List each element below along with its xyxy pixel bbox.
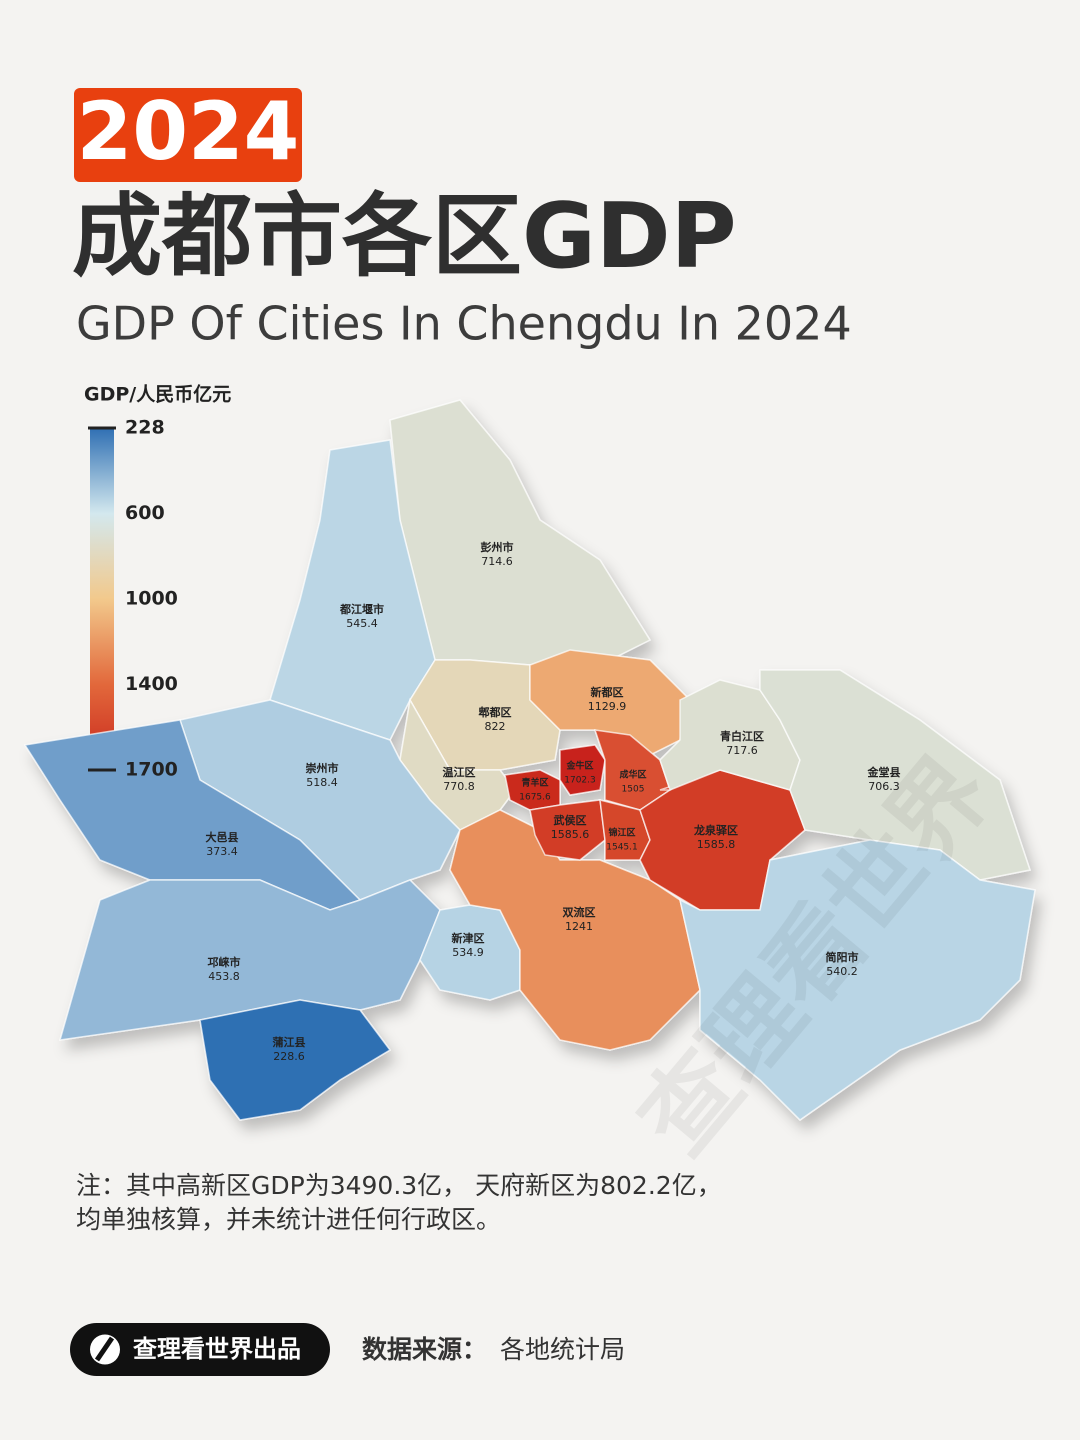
badge: 2024 — [77, 85, 300, 178]
badge-box — [74, 88, 302, 182]
source-label: 数据来源： — [362, 1335, 487, 1364]
region-value: 373.4 — [206, 845, 238, 858]
region-name: 温江区 — [443, 765, 476, 779]
region-value: 1702.3 — [564, 776, 596, 786]
region — [199, 999, 392, 1121]
region-value: 540.2 — [826, 965, 858, 978]
colorbar-tick-label: 1700 — [125, 759, 178, 781]
region-name: 青羊区 — [521, 777, 548, 789]
region-name: 金牛区 — [565, 760, 593, 772]
region-value: 1585.8 — [697, 838, 736, 851]
note-line: 注：其中高新区GDP为3490.3亿， 天府新区为802.2亿， — [76, 1171, 722, 1200]
region-name: 龙泉驿区 — [693, 823, 738, 837]
region-name: 新津区 — [452, 931, 485, 945]
region — [559, 744, 606, 796]
region-value: 706.3 — [868, 780, 900, 793]
source: 各地统计局 — [500, 1335, 625, 1364]
region-value: 228.6 — [273, 1050, 305, 1063]
region-name: 都江堰市 — [339, 602, 384, 616]
region-value: 1585.6 — [551, 828, 590, 841]
region-name: 邛崃市 — [208, 955, 241, 969]
region-value: 545.4 — [346, 617, 378, 630]
subtitle: GDP Of Cities In Chengdu In 2024 — [76, 297, 852, 351]
colorbar-tick-label: 1000 — [125, 588, 178, 610]
region-name: 金堂县 — [867, 765, 901, 779]
brand-pill — [70, 1323, 330, 1376]
region-value: 1129.9 — [588, 700, 627, 713]
region — [529, 799, 606, 861]
region-name: 青白江区 — [720, 729, 764, 743]
region-value: 822 — [485, 720, 506, 733]
colorbar-tick-label: 1400 — [125, 673, 178, 695]
colorbar-tick-label: 228 — [125, 417, 165, 439]
region-value: 518.4 — [306, 776, 338, 789]
region — [389, 399, 652, 666]
region-name: 蒲江县 — [273, 1035, 306, 1049]
region-value: 453.8 — [208, 970, 240, 983]
colorbar-tick-label: 600 — [125, 502, 165, 524]
region-value: 717.6 — [726, 744, 758, 757]
region-name: 郫都区 — [479, 705, 512, 719]
region — [529, 649, 691, 761]
region-name: 成华区 — [619, 769, 646, 781]
region-name: 崇州市 — [306, 761, 339, 775]
map — [23, 399, 1036, 1121]
region-value: 1505 — [622, 785, 645, 795]
region-name: 双流区 — [563, 905, 596, 919]
colorbar — [90, 428, 114, 770]
region-value: 770.8 — [443, 780, 475, 793]
region — [678, 839, 1036, 1121]
region-name: 彭州市 — [481, 540, 514, 554]
title: 成都市各区GDP — [72, 184, 737, 289]
note-line: 均单独核算，并未统计进任何行政区。 — [76, 1205, 501, 1234]
region-value: 1545.1 — [606, 843, 638, 853]
region — [504, 769, 561, 811]
region-name: 武侯区 — [554, 813, 587, 827]
brand: 查理看世界出品 — [133, 1335, 301, 1363]
region-name: 新都区 — [591, 685, 624, 699]
region-value: 534.9 — [452, 946, 484, 959]
region — [269, 439, 436, 741]
region-value: 1241 — [565, 920, 593, 933]
region-name: 简阳市 — [826, 950, 859, 964]
brand-icon-slash — [94, 1336, 115, 1362]
region-name: 大邑县 — [206, 830, 239, 844]
region-value: 714.6 — [481, 555, 513, 568]
region-name: 锦江区 — [608, 827, 635, 839]
region-value: 1675.6 — [519, 793, 551, 803]
legend-title: GDP/人民币亿元 — [84, 383, 231, 406]
